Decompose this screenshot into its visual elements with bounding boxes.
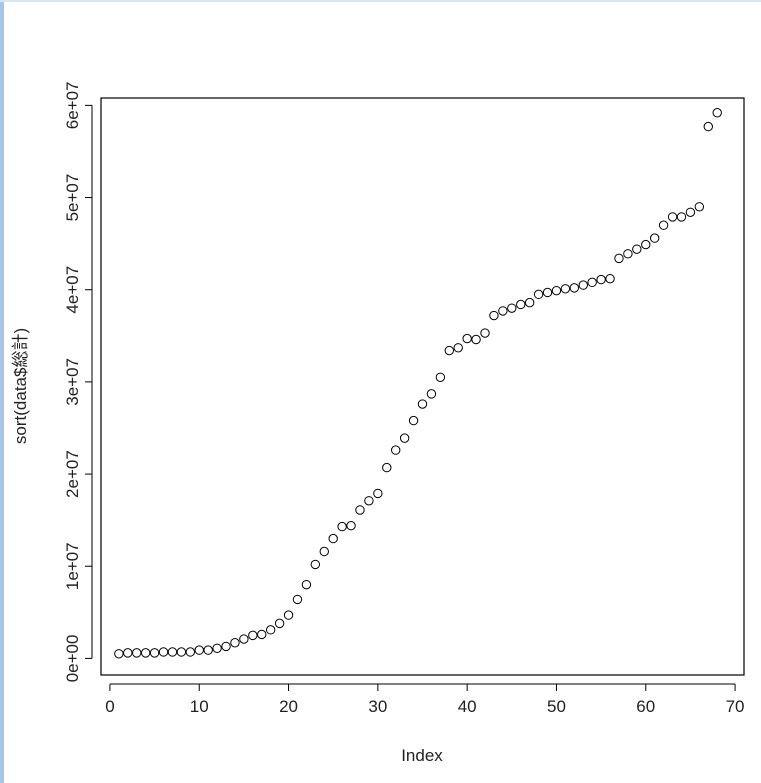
data-point xyxy=(203,645,213,655)
data-point xyxy=(346,520,356,531)
data-point xyxy=(623,249,633,259)
data-point xyxy=(435,372,446,382)
window-left-border xyxy=(0,0,4,783)
data-point xyxy=(676,212,687,222)
data-point xyxy=(649,233,660,243)
data-point xyxy=(533,289,544,300)
data-point xyxy=(194,645,204,655)
data-point xyxy=(382,462,392,473)
data-point xyxy=(292,594,303,605)
data-point xyxy=(123,648,133,658)
data-point xyxy=(551,285,562,296)
x-tick-label: 50 xyxy=(547,697,566,716)
data-point xyxy=(176,647,187,657)
data-point xyxy=(685,207,696,217)
x-axis-label: Index xyxy=(401,746,443,765)
data-point xyxy=(185,647,196,657)
data-point xyxy=(569,283,580,293)
x-axis: 0 10 20 30 40 50 60 70 xyxy=(105,683,745,716)
y-tick-label: 5e+07 xyxy=(63,174,82,222)
data-point xyxy=(516,299,526,310)
data-point xyxy=(587,277,597,288)
data-point xyxy=(149,648,160,658)
x-tick-label: 60 xyxy=(636,697,655,716)
data-point xyxy=(471,334,481,345)
data-point xyxy=(578,280,588,290)
data-point xyxy=(355,505,365,515)
data-point xyxy=(114,649,124,659)
data-point xyxy=(712,108,722,118)
data-point xyxy=(310,559,321,570)
x-tick-label: 20 xyxy=(279,697,298,716)
x-tick-label: 40 xyxy=(458,697,477,716)
data-point xyxy=(462,333,472,344)
y-axis: 0e+00 1e+07 2e+07 3e+07 4e+07 5e+07 6e+07 xyxy=(63,81,93,683)
data-point xyxy=(319,546,329,557)
plot-box xyxy=(100,97,745,676)
data-point xyxy=(542,287,553,298)
data-point xyxy=(480,328,490,338)
data-point xyxy=(560,284,571,294)
x-tick-label: 70 xyxy=(726,697,745,716)
data-point xyxy=(614,253,624,264)
data-point xyxy=(328,533,338,544)
data-point xyxy=(417,399,428,409)
data-point xyxy=(489,310,499,321)
data-point xyxy=(230,638,240,648)
data-point xyxy=(391,445,401,455)
data-point xyxy=(301,579,312,590)
data-point xyxy=(248,630,258,641)
data-point xyxy=(632,244,642,254)
data-point xyxy=(641,239,651,250)
data-point xyxy=(399,433,410,443)
data-point xyxy=(694,202,705,212)
data-point xyxy=(507,303,517,313)
data-point xyxy=(212,643,222,653)
data-point xyxy=(337,521,347,532)
data-point xyxy=(498,306,508,316)
data-point xyxy=(167,647,178,657)
data-point xyxy=(408,415,419,426)
data-point xyxy=(364,496,374,506)
data-point xyxy=(596,274,606,285)
data-point xyxy=(239,634,249,644)
y-tick-label: 4e+07 xyxy=(63,266,82,314)
data-point xyxy=(158,647,169,657)
data-point xyxy=(257,629,267,640)
data-point xyxy=(703,121,713,132)
data-point xyxy=(524,297,535,308)
y-axis-label: sort(data$総計) xyxy=(11,328,30,444)
window-top-border xyxy=(0,0,761,2)
data-point xyxy=(283,610,294,620)
y-tick-label: 3e+07 xyxy=(63,358,82,406)
y-tick-label: 0e+00 xyxy=(63,635,82,683)
data-point xyxy=(373,488,383,499)
data-point xyxy=(453,343,463,353)
data-point xyxy=(667,212,678,222)
data-point xyxy=(605,273,615,284)
y-tick-label: 2e+07 xyxy=(63,450,82,498)
y-tick-label: 1e+07 xyxy=(63,542,82,590)
x-tick-label: 0 xyxy=(105,697,114,716)
x-tick-label: 30 xyxy=(368,697,387,716)
data-point xyxy=(426,389,437,399)
data-point xyxy=(221,641,231,652)
data-points xyxy=(114,108,722,659)
data-point xyxy=(274,618,285,629)
y-tick-label: 6e+07 xyxy=(63,81,82,129)
x-tick-label: 10 xyxy=(190,697,209,716)
data-point xyxy=(265,625,276,635)
data-point xyxy=(658,220,669,230)
data-point xyxy=(444,345,454,356)
data-point xyxy=(132,648,142,658)
data-point xyxy=(140,648,151,658)
